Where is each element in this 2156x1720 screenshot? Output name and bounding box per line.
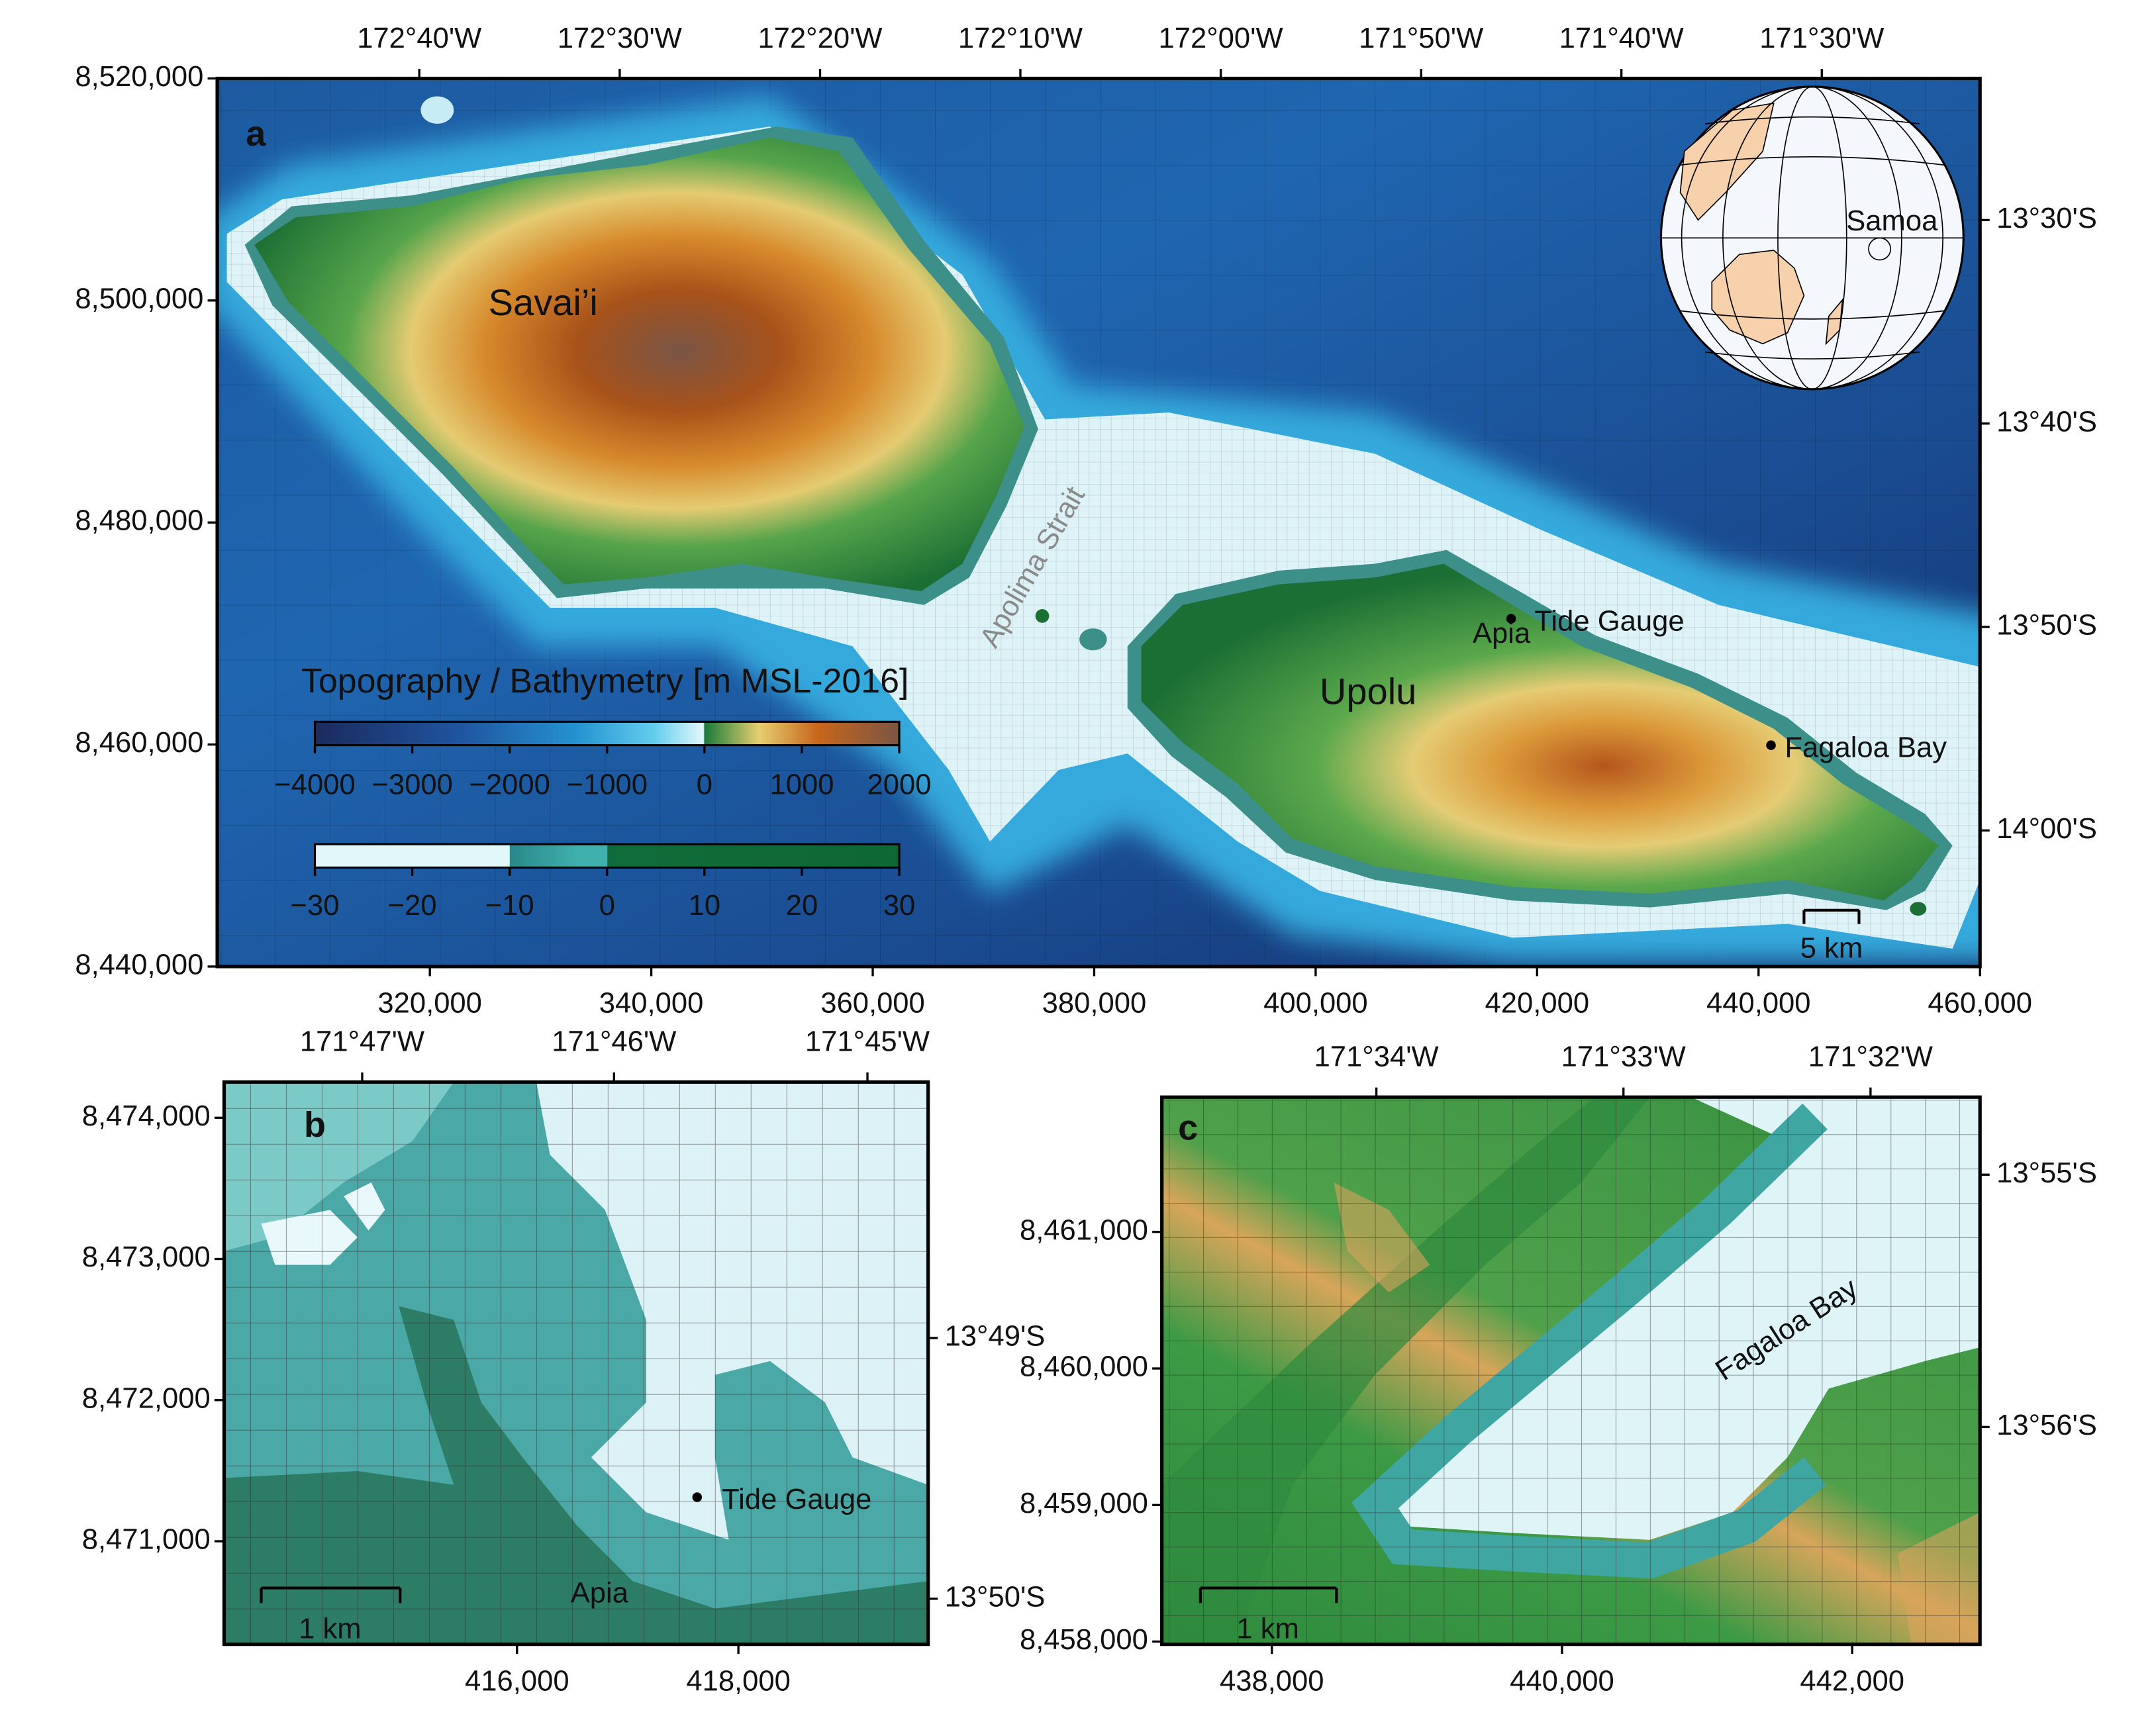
northing-label: 8,460,000 [75,727,203,759]
frame-b [222,1080,930,1647]
colorbar-tick-label: −30 [291,890,340,922]
northing-label: 8,480,000 [75,505,203,537]
easting-label: 400,000 [1263,988,1368,1020]
northing-label: 8,461,000 [1020,1214,1148,1246]
place-label: Apia [571,1577,629,1609]
easting-label: 442,000 [1800,1665,1904,1697]
longitude-label: 171°47'W [300,1026,424,1058]
longitude-label: 172°20'W [758,23,882,54]
panel-label: a [246,114,266,154]
easting-label: 418,000 [686,1665,791,1697]
place-label: Samoa [1846,205,1938,237]
scale-bar-label: 1 km [299,1613,361,1645]
latitude-label: 13°56'S [1996,1409,2097,1441]
longitude-label: 171°50'W [1359,23,1483,54]
longitude-label: 171°40'W [1559,23,1684,54]
colorbar-tick-label: 1000 [769,769,834,800]
easting-label: 438,000 [1220,1665,1324,1697]
scale-bar-label: 1 km [1236,1613,1298,1645]
longitude-label: 171°45'W [805,1026,930,1058]
place-label: Tide Gauge [722,1484,871,1515]
easting-label: 420,000 [1485,988,1590,1020]
colorbar-bathymetry [313,720,901,747]
colorbar-tick-label: 2000 [867,769,932,800]
latitude-label: 13°49'S [945,1321,1046,1353]
longitude-label: 171°32'W [1808,1041,1933,1073]
place-label: Apia [1473,618,1531,649]
panel-label: b [304,1105,326,1145]
map-b-imagery [224,1082,928,1645]
colorbar-tick-label: 0 [697,769,712,800]
northing-label: 8,440,000 [75,949,203,980]
colorbar-tick-label: −1000 [567,769,648,800]
easting-label: 440,000 [1706,988,1811,1020]
northing-label: 8,472,000 [82,1382,211,1414]
northing-label: 8,458,000 [1020,1624,1148,1656]
latitude-label: 13°40'S [1996,406,2097,438]
northing-label: 8,471,000 [82,1524,211,1556]
map-c-imagery [1161,1097,1981,1645]
place-label: Tide Gauge [1534,605,1684,637]
colorbar-tick-label: 10 [689,890,721,922]
northing-label: 8,459,000 [1020,1488,1148,1519]
place-label: Upolu [1320,671,1416,712]
place-label: Savai’i [489,281,598,323]
northing-label: 8,500,000 [75,283,203,314]
panel-label: c [1178,1108,1198,1147]
northing-label: 8,460,000 [1020,1351,1148,1383]
map-a-imagery [217,78,1981,967]
easting-label: 340,000 [599,988,704,1020]
colorbar-nearshore [313,843,901,869]
longitude-label: 172°30'W [558,23,682,54]
easting-label: 320,000 [377,988,482,1020]
scale-bar-label: 5 km [1800,933,1863,965]
easting-label: 440,000 [1510,1665,1614,1697]
colorbar-tick-label: 0 [599,890,615,922]
easting-label: 360,000 [820,988,925,1020]
colorbar-tick-label: −20 [388,890,437,922]
colorbar-tick-label: −10 [485,890,534,922]
longitude-label: 171°30'W [1759,23,1884,54]
colorbar-tick-label: −2000 [469,769,550,800]
latitude-label: 13°50'S [945,1581,1046,1613]
longitude-label: 172°40'W [357,23,481,54]
latitude-label: 13°30'S [1996,203,2097,234]
longitude-label: 172°10'W [958,23,1083,54]
longitude-label: 171°34'W [1314,1041,1439,1073]
latitude-label: 13°55'S [1996,1157,2097,1189]
colorbar-title: Topography / Bathymetry [m MSL-2016] [301,662,908,700]
colorbar-tick-label: −4000 [274,769,355,800]
easting-label: 380,000 [1042,988,1147,1020]
longitude-label: 172°00'W [1159,23,1283,54]
frame-c [1160,1095,1982,1647]
place-label: Fagaloa Bay [1785,732,1947,763]
easting-label: 460,000 [1928,988,2032,1020]
northing-label: 8,474,000 [82,1100,211,1132]
latitude-label: 14°00'S [1996,813,2097,845]
colorbar-tick-label: 20 [786,890,818,922]
colorbar-tick-label: 30 [883,890,916,922]
latitude-label: 13°50'S [1996,609,2097,641]
northing-label: 8,520,000 [75,61,203,93]
longitude-label: 171°33'W [1561,1041,1686,1073]
northing-label: 8,473,000 [82,1241,211,1273]
easting-label: 416,000 [465,1665,569,1697]
colorbar-tick-label: −3000 [371,769,452,800]
longitude-label: 171°46'W [552,1026,676,1058]
